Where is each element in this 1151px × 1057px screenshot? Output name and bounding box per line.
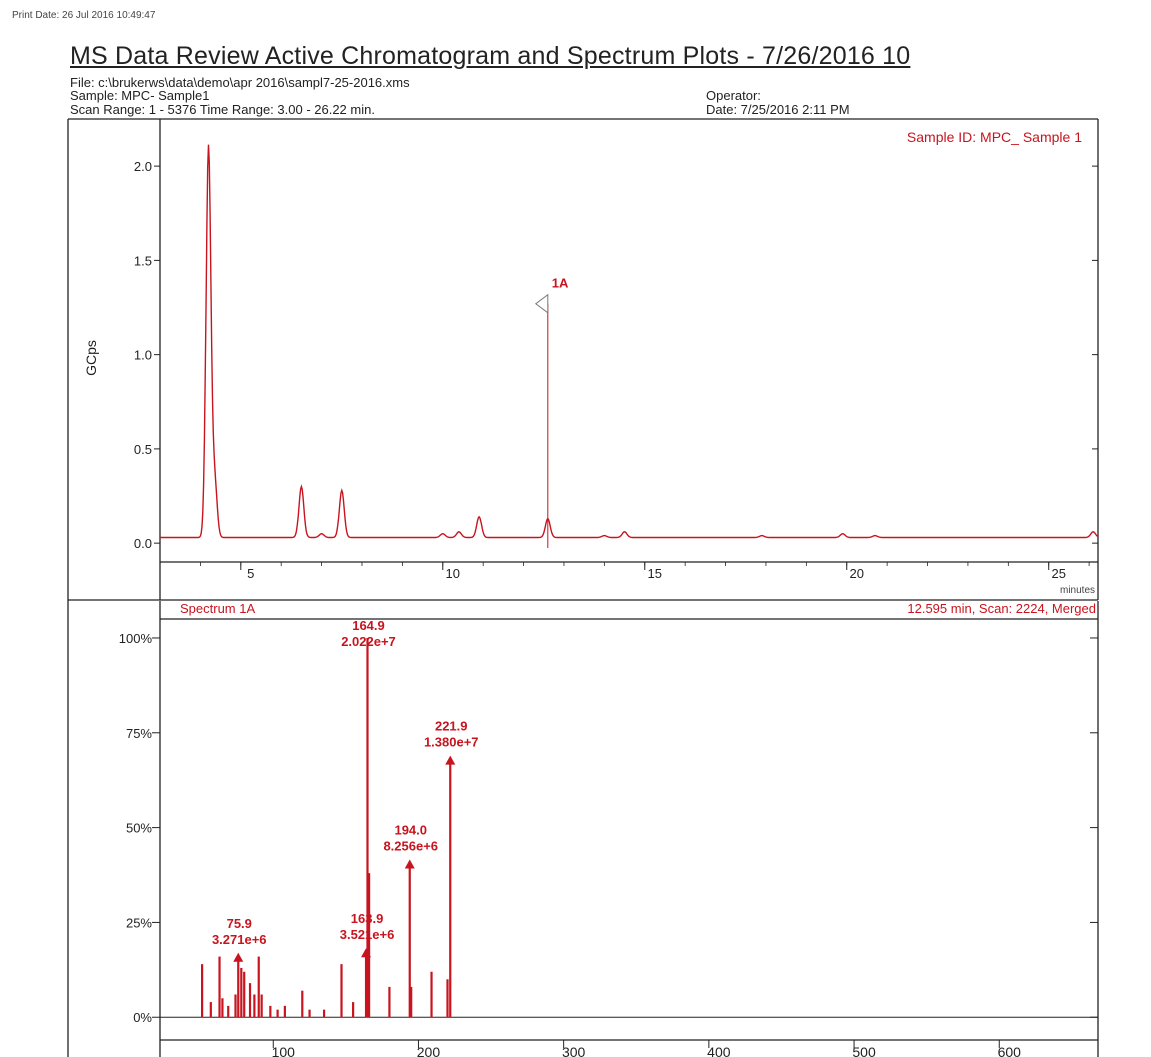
spectrum-peak-mz-label: 194.0 [394,822,427,837]
peak-marker-label: 1A [552,276,569,291]
spectrum-peak-abundance-label: 2.022e+7 [341,634,396,649]
spectrum-peak-abundance-label: 3.271e+6 [212,932,267,947]
spectrum-x-tick-label: 200 [417,1044,441,1057]
chromatogram-y-tick-label: 1.5 [134,253,152,268]
chromatogram-x-axis-label: minutes [1060,585,1095,596]
print-date: Print Date: 26 Jul 2016 10:49:47 [12,10,156,21]
chromatogram-y-axis-label: GCps [83,340,99,376]
spectrum-peak-mz-label: 163.9 [351,911,384,926]
chromatogram-x-tick-label: 10 [446,566,460,581]
spectrum-peak-mz-label: 75.9 [227,916,252,931]
spectrum-title: Spectrum 1A [180,601,255,616]
spectrum-y-tick-label: 75% [126,726,152,741]
chromatogram-x-tick-label: 15 [648,566,662,581]
spectrum-x-tick-label: 600 [998,1044,1022,1057]
spectrum-y-tick-label: 0% [133,1010,152,1025]
spectrum-x-tick-label: 500 [852,1044,876,1057]
chromatogram-x-tick-label: 25 [1051,566,1065,581]
spectrum-x-tick-label: 400 [707,1044,731,1057]
spectrum-peak-abundance-label: 1.380e+7 [424,735,479,750]
run-date: Date: 7/25/2016 2:11 PM [706,102,850,117]
spectrum-y-tick-label: 25% [126,915,152,930]
chromatogram-x-tick-label: 20 [850,566,864,581]
spectrum-x-tick-label: 300 [562,1044,586,1057]
spectrum-peak-arrow [404,859,415,869]
spectrum-peak-arrow [445,755,456,765]
chromatogram-trace [160,144,1099,539]
file-path: File: c:\brukerws\data\demo\apr 2016\sam… [70,75,410,90]
spectrum-x-tick-label: 100 [272,1044,296,1057]
chromatogram-x-tick-label: 5 [247,566,254,581]
chromatogram-y-tick-label: 0.5 [134,442,152,457]
spectrum-y-tick-label: 50% [126,821,152,836]
chromatogram-title: Sample ID: MPC_ Sample 1 [907,129,1082,145]
spectrum-peak-mz-label: 164.9 [352,618,385,633]
spectrum-peak-mz-label: 221.9 [435,719,468,734]
spectrum-peak-arrow [361,948,372,958]
chromatogram-y-tick-label: 0.0 [134,536,152,551]
spectrum-peak-abundance-label: 8.256e+6 [383,838,438,853]
spectrum-plot: 100 200 300 400 500 600 0% 25% 50% 75% 100% 164.92.… [119,618,1098,1057]
spectrum-subtitle: 12.595 min, Scan: 2224, Merged [907,601,1096,616]
spectrum-y-tick-label: 100% [119,631,153,646]
chromatogram-y-tick-label: 2.0 [134,159,152,174]
scan-range: Scan Range: 1 - 5376 Time Range: 3.00 - … [70,102,375,117]
page-title: MS Data Review Active Chromatogram and S… [70,42,911,70]
chromatogram-plot: 5 10 15 20 25 0.0 0.5 1.0 1.5 2.0 1A [134,144,1099,581]
sample-name: Sample: MPC- Sample1 [70,88,210,103]
spectrum-peak-abundance-label: 3.521e+6 [340,927,395,942]
spectrum-peak-arrow [233,952,244,962]
chromatogram-y-tick-label: 1.0 [134,348,152,363]
peak-marker-triangle [534,293,549,314]
operator-label: Operator: [706,88,761,103]
